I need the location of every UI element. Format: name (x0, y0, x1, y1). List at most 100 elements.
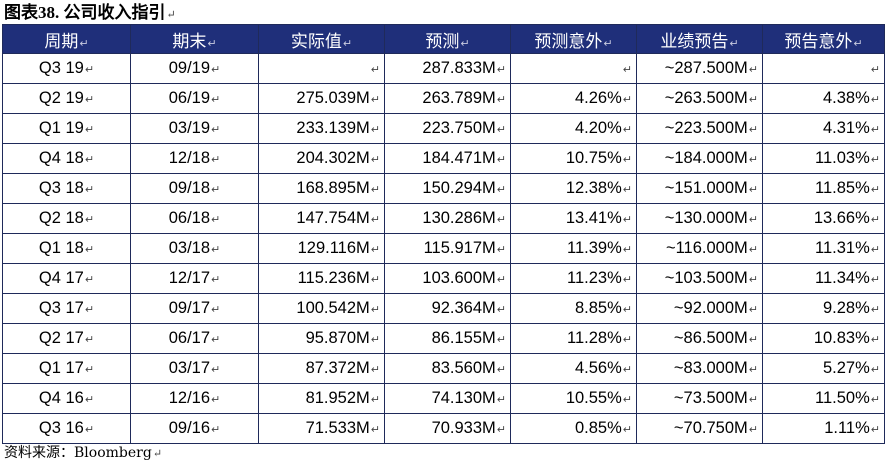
cell-guidance-surprise: 1.11%↵ (762, 413, 885, 444)
table-header-row: 周期↵ 期末↵ 实际值↵ 预测↵ 预测意外↵ 业绩预告↵ 预告意外↵ (2, 24, 885, 54)
paragraph-mark: ↵ (870, 154, 880, 166)
paragraph-mark: ↵ (460, 36, 470, 50)
paragraph-mark: ↵ (370, 214, 380, 226)
paragraph-mark: ↵ (496, 154, 506, 166)
paragraph-mark: ↵ (370, 304, 380, 316)
table-row: Q1 17↵ 03/17↵ 87.372M↵ 83.560M↵ 4.56%↵ ~83.00… (2, 353, 885, 384)
paragraph-mark: ↵ (370, 64, 380, 76)
cell-period-end-value: 03/18 (168, 239, 211, 257)
cell-forecast-surprise: 13.41%↵ (510, 203, 637, 234)
paragraph-mark: ↵ (748, 124, 758, 136)
paragraph-mark: ↵ (870, 94, 880, 106)
cell-guidance-surprise-value: 11.03% (815, 149, 870, 167)
table-row: Q1 18↵ 03/18↵ 129.116M↵ 115.917M↵ 11.39%↵ ~11… (2, 233, 885, 264)
cell-guidance-value: ~70.750M (673, 419, 748, 437)
paragraph-mark: ↵ (211, 334, 221, 346)
table-row: Q4 17↵ 12/17↵ 115.236M↵ 103.600M↵ 11.23%↵ ~10… (2, 263, 885, 294)
cell-guidance-surprise: 11.85%↵ (762, 173, 885, 204)
cell-guidance: ~223.500M↵ (636, 113, 763, 144)
cell-forecast: 74.130M↵ (384, 383, 511, 414)
header-period-end-label: 期末 (172, 31, 207, 52)
table-row: Q3 16↵ 09/16↵ 71.533M↵ 70.933M↵ 0.85%↵ ~70.75… (2, 413, 885, 444)
cell-period-end: 03/19↵ (130, 113, 259, 144)
cell-forecast-surprise: 4.56%↵ (510, 353, 637, 384)
cell-forecast-surprise: 11.23%↵ (510, 263, 637, 294)
cell-period-value: Q4 17 (38, 269, 84, 287)
cell-guidance: ~92.000M↵ (636, 293, 763, 324)
cell-period: Q1 17↵ (2, 353, 131, 384)
cell-forecast-surprise: 4.20%↵ (510, 113, 637, 144)
cell-period: Q2 18↵ (2, 203, 131, 234)
cell-forecast-surprise: 12.38%↵ (510, 173, 637, 204)
paragraph-mark: ↵ (496, 394, 506, 406)
table-row: Q2 18↵ 06/18↵ 147.754M↵ 130.286M↵ 13.41%↵ ~13… (2, 203, 885, 234)
paragraph-mark: ↵ (870, 244, 880, 256)
cell-guidance-surprise-value: 4.38% (822, 89, 870, 107)
cell-actual-value: 147.754M (296, 209, 370, 227)
cell-period: Q3 19↵ (2, 53, 131, 84)
cell-guidance-value: ~116.000M (665, 239, 748, 257)
cell-period-end-value: 06/17 (168, 329, 211, 347)
cell-forecast-value: 115.917M (423, 239, 496, 257)
paragraph-mark: ↵ (748, 394, 758, 406)
cell-forecast-surprise-value: 8.85% (574, 299, 622, 317)
paragraph-mark: ↵ (84, 304, 95, 316)
paragraph-mark: ↵ (748, 154, 758, 166)
paragraph-mark: ↵ (211, 124, 221, 136)
cell-actual-value: 129.116M (297, 239, 370, 257)
paragraph-mark: ↵ (622, 154, 632, 166)
cell-actual: 95.870M↵ (258, 323, 385, 354)
cell-actual: 115.236M↵ (258, 263, 385, 294)
header-forecast-surprise: 预测意外↵ (510, 24, 637, 54)
cell-period-end-value: 09/19 (168, 59, 211, 77)
cell-guidance-surprise: 5.27%↵ (762, 353, 885, 384)
cell-forecast: 103.600M↵ (384, 263, 511, 294)
header-forecast-surprise-label: 预测意外 (534, 31, 603, 52)
cell-period-end-value: 12/16 (168, 389, 211, 407)
cell-forecast-surprise: 8.85%↵ (510, 293, 637, 324)
cell-period: Q3 18↵ (2, 173, 131, 204)
paragraph-mark: ↵ (870, 334, 880, 346)
paragraph-mark: ↵ (84, 364, 95, 376)
cell-guidance-value: ~92.000M (673, 299, 748, 317)
table-row: Q2 17↵ 06/17↵ 95.870M↵ 86.155M↵ 11.28%↵ ~86.5… (2, 323, 885, 354)
paragraph-mark: ↵ (748, 274, 758, 286)
paragraph-mark: ↵ (622, 274, 632, 286)
paragraph-mark: ↵ (370, 184, 380, 196)
paragraph-mark: ↵ (622, 244, 632, 256)
cell-guidance-surprise: 11.50%↵ (762, 383, 885, 414)
paragraph-mark: ↵ (84, 184, 95, 196)
cell-guidance-surprise-value: 10.83% (813, 329, 870, 347)
cell-forecast-surprise-value: 11.28% (567, 329, 622, 347)
cell-guidance: ~151.000M↵ (636, 173, 763, 204)
paragraph-mark: ↵ (870, 214, 880, 226)
cell-guidance: ~184.000M↵ (636, 143, 763, 174)
paragraph-mark: ↵ (211, 274, 221, 286)
cell-period-end-value: 09/17 (168, 299, 211, 317)
paragraph-mark: ↵ (622, 94, 632, 106)
paragraph-mark: ↵ (870, 424, 880, 436)
paragraph-mark: ↵ (370, 124, 380, 136)
cell-actual: 71.533M↵ (258, 413, 385, 444)
cell-actual: 275.039M↵ (258, 83, 385, 114)
cell-actual-value: 100.542M (296, 299, 370, 317)
cell-actual: 168.895M↵ (258, 173, 385, 204)
cell-forecast-surprise-value: 12.38% (565, 179, 622, 197)
cell-actual: 87.372M↵ (258, 353, 385, 384)
paragraph-mark: ↵ (84, 154, 95, 166)
paragraph-mark: ↵ (370, 424, 380, 436)
cell-guidance: ~287.500M↵ (636, 53, 763, 84)
header-guidance-label: 业绩预告 (660, 31, 729, 52)
cell-forecast-surprise: 0.85%↵ (510, 413, 637, 444)
cell-guidance-value: ~83.000M (673, 359, 748, 377)
paragraph-mark: ↵ (84, 394, 95, 406)
paragraph-mark: ↵ (370, 244, 380, 256)
cell-guidance-value: ~130.000M (664, 209, 748, 227)
cell-guidance: ~116.000M↵ (636, 233, 763, 264)
cell-actual: 147.754M↵ (258, 203, 385, 234)
paragraph-mark: ↵ (748, 304, 758, 316)
cell-period-value: Q2 17 (38, 329, 84, 347)
paragraph-mark: ↵ (748, 184, 758, 196)
cell-period-value: Q4 16 (38, 389, 84, 407)
paragraph-mark: ↵ (84, 334, 95, 346)
